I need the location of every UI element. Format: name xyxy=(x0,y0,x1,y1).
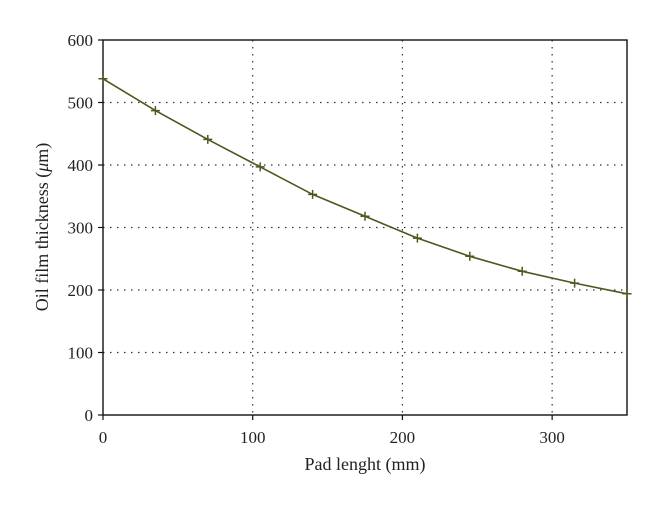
data-point-marker xyxy=(98,74,108,84)
data-point-marker xyxy=(517,266,527,276)
y-tick-label: 300 xyxy=(68,219,94,238)
axis-ticks: 0 100 200 300 400 500 600 0 100 200 300 xyxy=(68,31,565,447)
data-point-marker xyxy=(203,134,213,144)
x-axis-title: Pad lenght (mm) xyxy=(305,454,426,475)
x-tick-label: 100 xyxy=(240,428,266,447)
data-point-marker xyxy=(570,278,580,288)
data-point-marker xyxy=(465,251,475,261)
x-tick-label: 0 xyxy=(99,428,108,447)
data-point-marker xyxy=(360,211,370,221)
data-point-marker xyxy=(622,289,632,299)
x-tick-label: 200 xyxy=(390,428,416,447)
y-tick-label: 100 xyxy=(68,344,94,363)
data-point-marker xyxy=(412,233,422,243)
data-point-marker xyxy=(308,189,318,199)
y-tick-label: 600 xyxy=(68,31,94,50)
series-layer xyxy=(98,74,632,299)
y-tick-label: 400 xyxy=(68,156,94,175)
y-tick-label: 200 xyxy=(68,281,94,300)
plot-frame xyxy=(102,39,628,416)
y-tick-label: 0 xyxy=(85,406,94,425)
series-line xyxy=(102,78,628,295)
y-tick-label: 500 xyxy=(68,94,94,113)
x-tick-label: 300 xyxy=(539,428,565,447)
grid-lines xyxy=(103,40,627,415)
y-axis-title: Oil film thickness (μm) xyxy=(32,143,53,312)
data-point-marker xyxy=(150,106,160,116)
data-point-marker xyxy=(255,162,265,172)
